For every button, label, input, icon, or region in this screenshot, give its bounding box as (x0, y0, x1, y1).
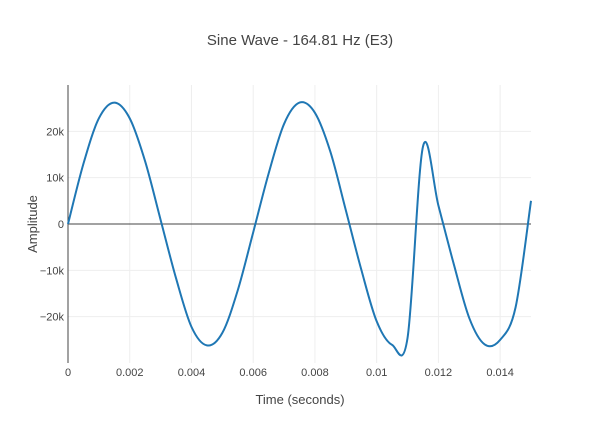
y-tick-label: 0 (58, 219, 64, 231)
x-tick-label: 0.006 (239, 367, 267, 379)
x-tick-label: 0.012 (425, 367, 453, 379)
x-tick-label: 0.014 (486, 367, 514, 379)
y-tick-label: 20k (46, 126, 64, 138)
x-tick-label: 0 (65, 367, 71, 379)
chart-title: Sine Wave - 164.81 Hz (E3) (207, 32, 393, 49)
y-tick-label: 10k (46, 173, 64, 185)
x-tick-label: 0.008 (301, 367, 329, 379)
x-tick-label: 0.004 (178, 367, 206, 379)
y-axis-label: Amplitude (25, 195, 40, 253)
x-axis-label: Time (seconds) (255, 392, 344, 407)
y-tick-label: −10k (40, 265, 65, 277)
axes (67, 85, 531, 363)
tick-labels: 0 0.002 0.004 0.006 0.008 0.01 0.012 0.014 20k 10… (40, 126, 514, 379)
sine-wave-line (67, 101, 532, 357)
y-tick-label: −20k (40, 312, 65, 324)
x-tick-label: 0.002 (116, 367, 144, 379)
x-tick-label: 0.01 (366, 367, 387, 379)
